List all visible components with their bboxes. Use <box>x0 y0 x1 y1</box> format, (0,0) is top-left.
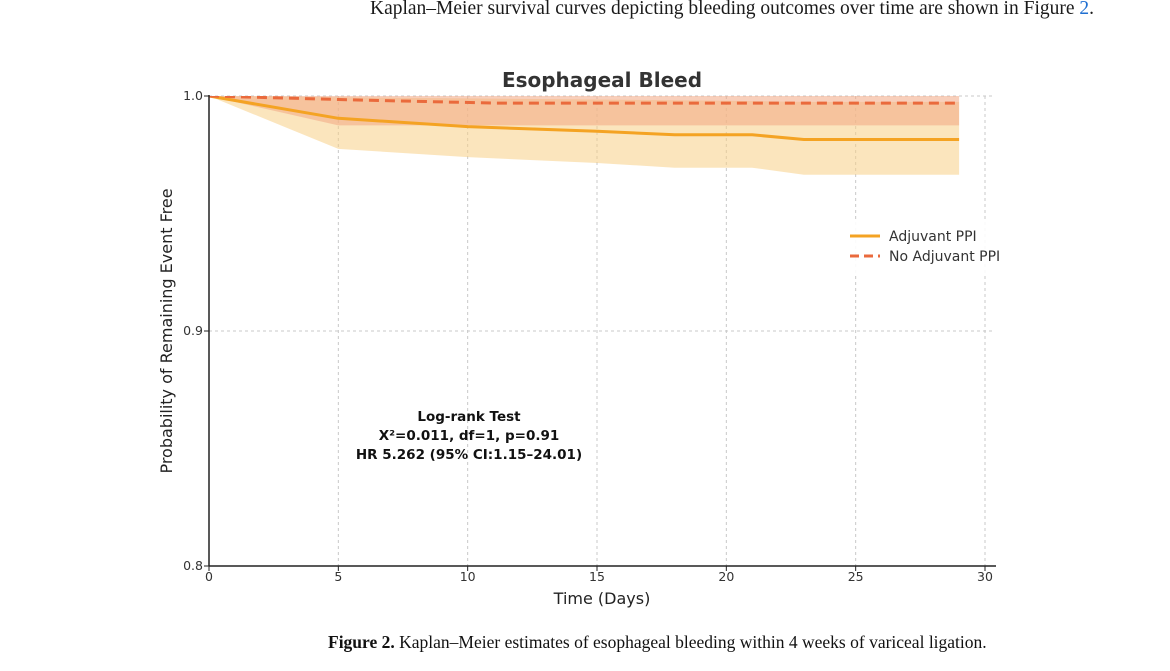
figure-caption: Figure 2. Kaplan–Meier estimates of esop… <box>328 632 1128 653</box>
annotation-line-1: Log-rank Test <box>417 409 521 425</box>
y-axis-label: Probability of Remaining Event Free <box>157 188 176 473</box>
x-tick-label: 20 <box>718 569 734 584</box>
x-axis-label: Time (Days) <box>553 589 651 608</box>
annotation-line-3: HR 5.262 (95% CI:1.15–24.01) <box>356 447 582 463</box>
paragraph-end: . <box>1089 0 1095 19</box>
x-tick-label: 5 <box>334 569 342 584</box>
x-tick-label: 0 <box>205 569 213 584</box>
chart-title: Esophageal Bleed <box>502 68 702 92</box>
legend-label-1: Adjuvant PPI <box>889 229 977 245</box>
caption-label: Figure 2. <box>328 632 395 652</box>
annotation-line-2: X²=0.011, df=1, p=0.91 <box>379 428 560 444</box>
series-line-1 <box>209 96 960 141</box>
x-tick-label: 10 <box>460 569 476 584</box>
legend-box <box>842 222 1018 276</box>
x-tick-label: 25 <box>848 569 864 584</box>
confidence-bands <box>209 96 960 175</box>
x-tick-label: 15 <box>589 569 605 584</box>
y-tick-label: 0.8 <box>183 558 203 573</box>
paragraph-text: Kaplan–Meier survival curves depicting b… <box>370 0 1080 19</box>
figure-reference-link[interactable]: 2 <box>1079 0 1090 19</box>
legend-label-2: No Adjuvant PPI <box>889 249 1000 265</box>
y-tick-label: 0.9 <box>183 323 203 338</box>
y-tick-label: 1.0 <box>183 88 203 103</box>
survival-curves <box>209 96 960 141</box>
x-tick-label: 30 <box>977 569 993 584</box>
series-line-2 <box>209 96 960 105</box>
legend: Adjuvant PPI No Adjuvant PPI <box>842 222 1018 276</box>
log-rank-annotation: Log-rank Test X²=0.011, df=1, p=0.91 HR 5.… <box>356 409 582 463</box>
tick-labels: 0 5 10 15 20 25 30 0.8 0.9 1.0 <box>183 88 993 584</box>
caption-text: Kaplan–Meier estimates of esophageal ble… <box>399 632 987 652</box>
body-paragraph: Kaplan–Meier survival curves depicting b… <box>328 0 1108 24</box>
